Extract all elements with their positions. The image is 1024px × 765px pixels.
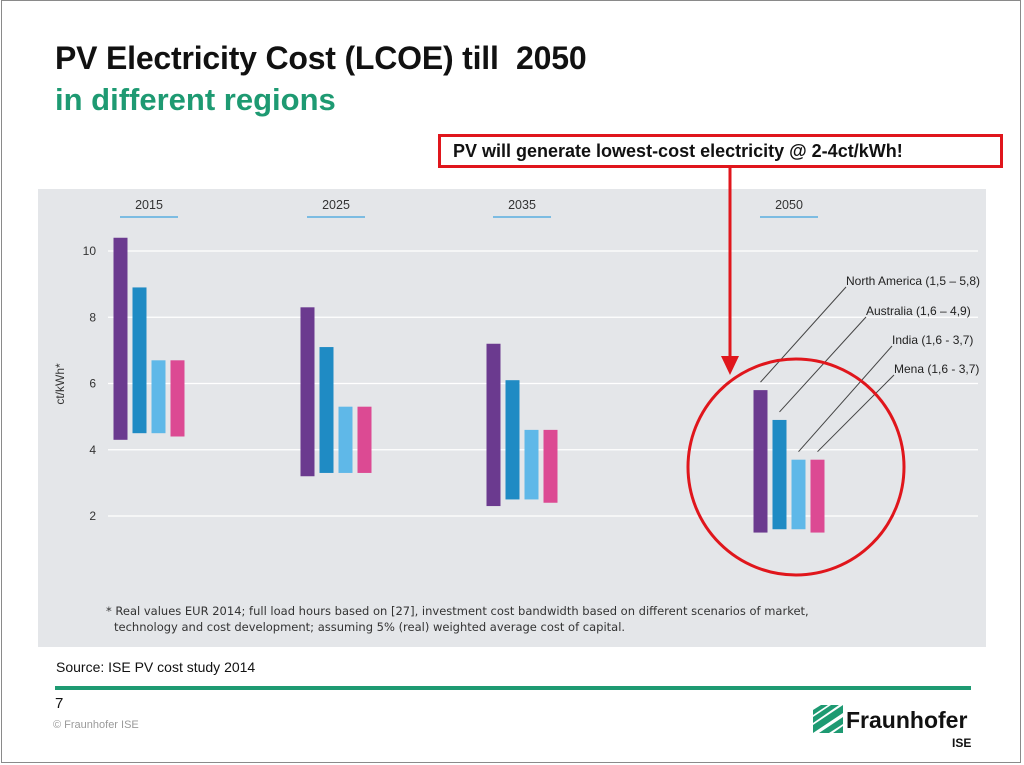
legend-label: Australia (1,6 – 4,9) [866, 304, 971, 318]
bar-2015-1 [132, 287, 147, 434]
bar-2015-2 [151, 360, 166, 434]
page-number: 7 [55, 695, 64, 712]
y-tick-label: 6 [89, 377, 96, 391]
chart-footnote: * Real values EUR 2014; full load hours … [106, 603, 809, 635]
category-label: 2035 [508, 198, 536, 212]
bar-2025-3 [357, 406, 372, 473]
chart-panel: 2 4 6 8 10 ct/kWh* 2015 2025 2035 2050 North Ameri… [38, 189, 986, 647]
legend-leader-line [779, 316, 867, 413]
category-label: 2015 [135, 198, 163, 212]
logo-subtext: ISE [952, 736, 972, 750]
fraunhofer-logo-icon [813, 705, 843, 733]
bar-2035-2 [524, 429, 539, 500]
bar-2050-3 [810, 459, 825, 533]
category-label: 2050 [775, 198, 803, 212]
y-tick-label: 2 [89, 509, 96, 523]
bar-2025-2 [338, 406, 353, 473]
fraunhofer-logo: Fraunhofer ISE [811, 703, 976, 751]
bar-2035-3 [543, 429, 558, 503]
bar-2015-0 [113, 237, 128, 440]
bar-2050-2 [791, 459, 806, 530]
bar-2025-1 [319, 347, 334, 473]
y-tick-label: 4 [89, 443, 96, 457]
copyright-text: © Fraunhofer ISE [53, 719, 139, 731]
bar-2035-1 [505, 380, 520, 500]
bar-2050-1 [772, 419, 787, 530]
slide-subtitle: in different regions [55, 82, 336, 117]
y-axis-label: ct/kWh* [53, 363, 67, 405]
legend-label: India (1,6 - 3,7) [892, 333, 973, 347]
slide-title: PV Electricity Cost (LCOE) till 2050 [55, 40, 587, 76]
y-tick-label: 8 [89, 310, 96, 324]
footnote-line-2: technology and cost development; assumin… [114, 620, 626, 634]
lcoe-chart: 2 4 6 8 10 ct/kWh* 2015 2025 2035 2050 North Ameri… [53, 198, 980, 533]
bar-2015-3 [170, 360, 185, 437]
footnote-line-1: * Real values EUR 2014; full load hours … [106, 604, 809, 618]
legend-label: Mena (1,6 - 3,7) [894, 362, 979, 376]
callout-box: PV will generate lowest-cost electricity… [438, 134, 1003, 168]
legend-label: North America (1,5 – 5,8) [846, 274, 980, 288]
logo-wordmark: Fraunhofer [846, 707, 968, 733]
y-tick-label: 10 [83, 244, 97, 258]
footer-rule [55, 686, 971, 690]
bar-2050-0 [753, 390, 768, 533]
source-note: Source: ISE PV cost study 2014 [56, 659, 256, 675]
legend-leader-line [760, 286, 847, 383]
bar-2025-0 [300, 307, 315, 477]
bar-2035-0 [486, 343, 501, 507]
category-label: 2025 [322, 198, 350, 212]
legend-leader-line [798, 345, 893, 453]
